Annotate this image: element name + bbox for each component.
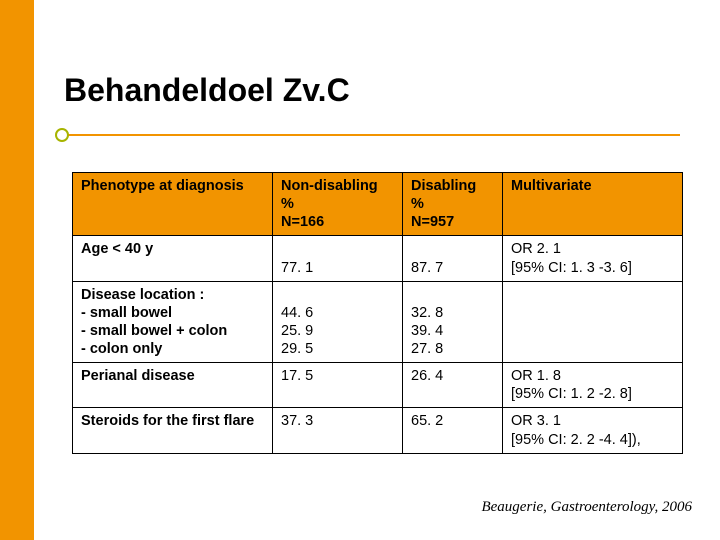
cell-multivariate: OR 2. 1 [95% CI: 1. 3 -3. 6]: [503, 236, 683, 281]
data-table-container: Phenotype at diagnosis Non-disabling % N…: [72, 172, 682, 454]
table-row: Age < 40 y 77. 1 87. 7 OR 2. 1 [95% CI: …: [73, 236, 683, 281]
row-label: Steroids for the first flare: [73, 408, 273, 453]
cell-disabling: 26. 4: [403, 363, 503, 408]
left-accent-bar: [0, 0, 34, 540]
slide: Behandeldoel Zv.C Phenotype at diagnosis…: [0, 0, 720, 540]
col-header-multivariate: Multivariate: [503, 173, 683, 236]
table-row: Steroids for the first flare 37. 3 65. 2…: [73, 408, 683, 453]
row-label: Age < 40 y: [73, 236, 273, 281]
col-header-disabling: Disabling % N=957: [403, 173, 503, 236]
cell-non-disabling: 17. 5: [273, 363, 403, 408]
col-header-phenotype: Phenotype at diagnosis: [73, 173, 273, 236]
cell-disabling: 32. 8 39. 4 27. 8: [403, 281, 503, 363]
citation: Beaugerie, Gastroenterology, 2006: [481, 499, 692, 516]
cell-multivariate: OR 1. 8 [95% CI: 1. 2 -2. 8]: [503, 363, 683, 408]
title-underline: [60, 134, 680, 136]
col-header-non-disabling: Non-disabling % N=166: [273, 173, 403, 236]
page-title: Behandeldoel Zv.C: [64, 72, 350, 109]
table-row: Disease location : - small bowel - small…: [73, 281, 683, 363]
row-label: Perianal disease: [73, 363, 273, 408]
bullet-icon: [55, 128, 69, 142]
cell-non-disabling: 44. 6 25. 9 29. 5: [273, 281, 403, 363]
data-table: Phenotype at diagnosis Non-disabling % N…: [72, 172, 683, 454]
cell-non-disabling: 37. 3: [273, 408, 403, 453]
table-row: Perianal disease 17. 5 26. 4 OR 1. 8 [95…: [73, 363, 683, 408]
row-label: Disease location : - small bowel - small…: [73, 281, 273, 363]
cell-non-disabling: 77. 1: [273, 236, 403, 281]
cell-multivariate: OR 3. 1 [95% CI: 2. 2 -4. 4]),: [503, 408, 683, 453]
cell-disabling: 87. 7: [403, 236, 503, 281]
cell-disabling: 65. 2: [403, 408, 503, 453]
cell-multivariate: [503, 281, 683, 363]
table-header-row: Phenotype at diagnosis Non-disabling % N…: [73, 173, 683, 236]
